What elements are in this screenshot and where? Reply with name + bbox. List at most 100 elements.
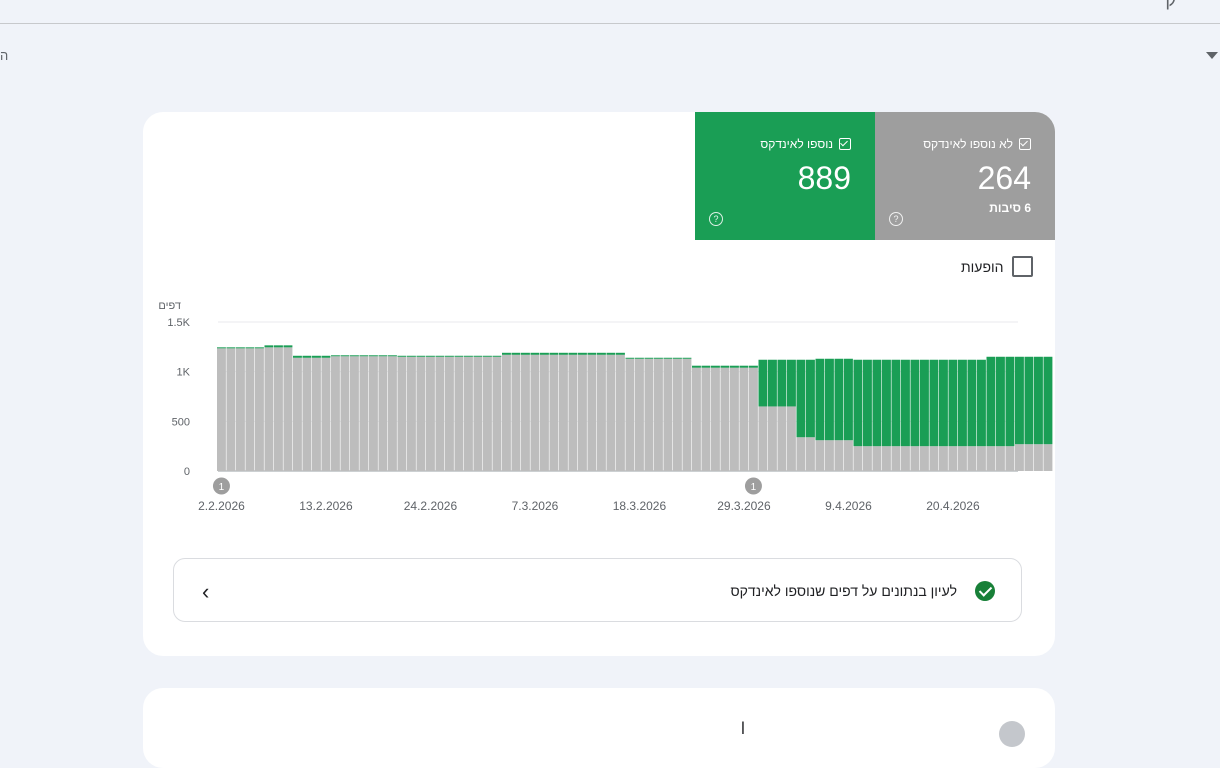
not-indexed-bar <box>264 347 274 471</box>
not-indexed-bar <box>226 348 236 471</box>
not-indexed-bar <box>939 446 948 471</box>
not-indexed-bar <box>654 358 663 471</box>
not-indexed-bar <box>1043 444 1053 471</box>
not-indexed-bar <box>920 446 929 471</box>
indexed-bar <box>217 347 226 349</box>
not-indexed-bar <box>663 358 673 471</box>
indexed-pages-details-row[interactable]: לעיון בנתונים על דפים שנוספו לאינדקס ‹ <box>173 558 1022 622</box>
indexed-bar <box>644 357 654 359</box>
x-tick-label: 9.4.2026 <box>825 499 872 512</box>
not-indexed-checkbox-icon[interactable] <box>1019 138 1031 150</box>
indexed-bar <box>331 355 340 357</box>
x-tick-label: 24.2.2026 <box>404 499 458 512</box>
indexed-bar <box>711 365 720 368</box>
indexed-bar <box>958 359 967 447</box>
not-indexed-bar <box>597 354 606 471</box>
not-indexed-bar <box>625 358 635 471</box>
not-indexed-bar <box>977 446 986 471</box>
indexed-bar <box>549 352 559 355</box>
indexed-bar <box>891 359 901 447</box>
help-icon[interactable]: ? <box>889 212 903 226</box>
not-indexed-bar <box>863 446 872 471</box>
left-edge-fragment: ה <box>0 48 9 63</box>
not-indexed-bar <box>749 367 758 471</box>
impressions-checkbox[interactable] <box>1011 256 1033 277</box>
indexed-bar <box>616 352 625 355</box>
indexed-bar <box>1024 356 1034 445</box>
not-indexed-bar <box>635 358 644 471</box>
indexed-bar <box>236 347 245 349</box>
not-indexed-bar <box>692 367 701 471</box>
dropdown-caret-icon[interactable] <box>1206 52 1218 59</box>
indexed-bar <box>815 358 825 441</box>
y-tick-label: 1.5K <box>167 317 190 329</box>
indexed-checkbox-icon[interactable] <box>839 138 851 150</box>
not-indexed-bar <box>397 356 407 471</box>
impressions-toggle[interactable]: הופעות <box>961 256 1033 277</box>
card2-avatar-icon <box>999 721 1025 747</box>
not-indexed-bar <box>245 348 255 471</box>
chevron-left-icon[interactable]: ‹ <box>202 579 210 604</box>
indexed-label: נוספו לאינדקס <box>760 137 833 151</box>
indexed-bar <box>701 365 711 368</box>
indexed-bar <box>407 355 416 357</box>
indexed-bar <box>283 345 293 348</box>
indexed-bar <box>986 356 996 447</box>
not-indexed-bar <box>967 446 977 471</box>
index-coverage-card: נוספו לאינדקס 889 ? לא נוספו לאינדקס 264… <box>143 112 1055 656</box>
indexed-bar <box>853 359 863 447</box>
indexed-bar <box>901 359 910 447</box>
indexed-bar <box>597 352 606 355</box>
help-icon[interactable]: ? <box>709 212 723 226</box>
not-indexed-bar <box>644 358 654 471</box>
not-indexed-bar <box>416 356 426 471</box>
not-indexed-bar <box>568 354 578 471</box>
not-indexed-bar <box>473 356 483 471</box>
indexed-bar <box>321 355 331 358</box>
indexed-bar <box>340 355 350 357</box>
indexed-count: 889 <box>797 160 851 196</box>
not-indexed-bar <box>815 440 825 471</box>
indexed-bar <box>492 355 502 357</box>
indexed-bar <box>464 355 473 357</box>
not-indexed-bar <box>540 354 549 471</box>
not-indexed-tile[interactable]: לא נוספו לאינדקס 264 6 סיבות ? <box>875 112 1055 240</box>
indexed-bar <box>787 359 796 407</box>
indexed-bar <box>350 355 359 357</box>
indexed-tile[interactable]: נוספו לאינדקס 889 ? <box>695 112 875 240</box>
not-indexed-bar <box>986 446 996 471</box>
not-indexed-bar <box>388 356 397 471</box>
not-indexed-bar <box>1015 444 1024 471</box>
not-indexed-bar <box>1024 444 1034 471</box>
indexed-bar <box>663 357 673 359</box>
details-link-text: לעיון בנתונים על דפים שנוספו לאינדקס <box>730 583 957 599</box>
annotation-label: 1 <box>219 482 225 493</box>
indexed-bar <box>844 358 853 441</box>
check-circle-icon <box>975 581 995 601</box>
card2-title-fragment: ן <box>740 718 745 735</box>
not-indexed-bar <box>606 354 616 471</box>
indexed-bar <box>578 352 587 355</box>
x-tick-label: 29.3.2026 <box>717 499 771 512</box>
indexed-bar <box>796 359 806 438</box>
x-tick-label: 13.2.2026 <box>299 499 353 512</box>
indexed-bar <box>730 365 739 368</box>
not-indexed-bar <box>711 367 720 471</box>
not-indexed-bar <box>511 354 521 471</box>
indexed-bar <box>435 355 445 357</box>
not-indexed-bar <box>312 357 321 471</box>
indexed-bar <box>1005 356 1015 447</box>
indexed-bar <box>226 347 236 349</box>
indexed-bar <box>274 345 283 348</box>
indexed-bar <box>293 355 302 358</box>
indexed-bar <box>834 358 844 441</box>
y-tick-label: 1K <box>177 367 191 379</box>
top-bar: ק <box>0 0 1220 24</box>
indexed-bar <box>445 355 454 357</box>
not-indexed-bar <box>768 406 777 471</box>
not-indexed-bar <box>378 356 388 471</box>
not-indexed-bar <box>454 356 464 471</box>
indexed-bar <box>749 365 758 368</box>
not-indexed-bar <box>825 440 834 471</box>
indexed-bar <box>483 355 492 357</box>
